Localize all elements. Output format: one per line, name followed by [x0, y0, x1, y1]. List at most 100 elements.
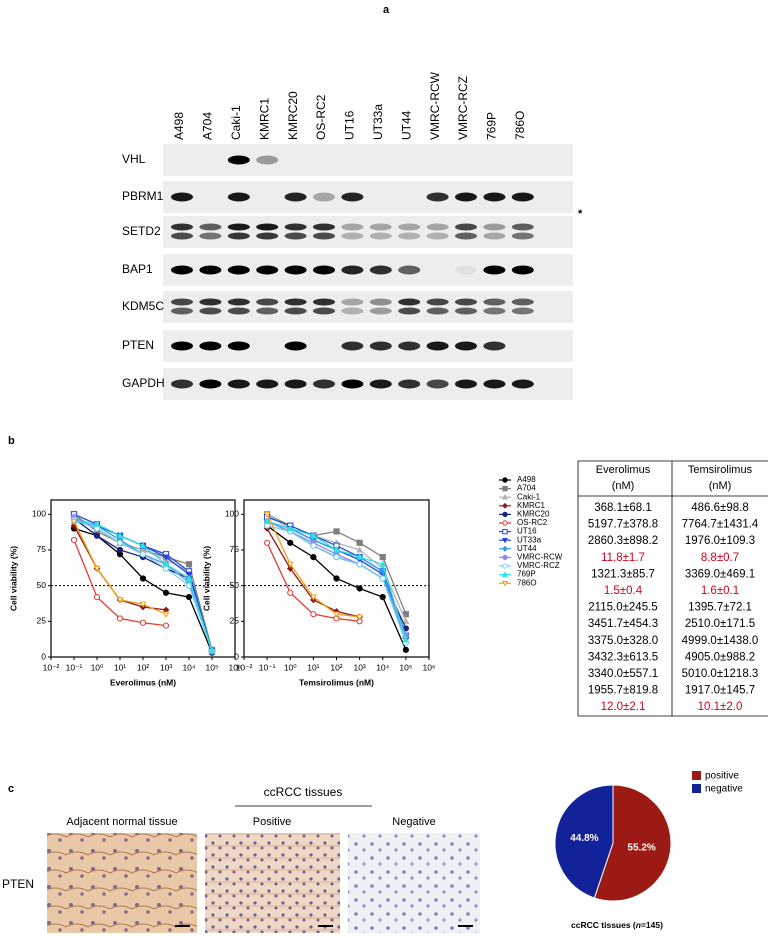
protein-label: VHL: [122, 152, 146, 166]
legend-label: 786O: [517, 578, 537, 587]
marker: [310, 611, 317, 618]
x-tick-label: 10⁴: [376, 662, 389, 672]
blot-band: [313, 223, 335, 231]
marker: [208, 647, 216, 654]
table-cell: 2115.0±245.5: [588, 602, 657, 614]
blot-band: [341, 232, 364, 240]
table-cell: 3432.3±613.5: [588, 651, 658, 663]
marker: [309, 594, 317, 601]
lane-label: 786O: [513, 111, 527, 140]
marker: [185, 571, 193, 578]
marker: [356, 539, 363, 546]
blot-band: [284, 223, 307, 231]
column-label: Negative: [392, 816, 435, 828]
marker: [185, 561, 193, 568]
marker: [333, 528, 340, 535]
marker: [116, 615, 124, 622]
marker: [185, 593, 193, 601]
blot-band: [256, 223, 279, 231]
marker: [333, 575, 340, 582]
blot-band: [284, 379, 307, 389]
blot-band: [483, 232, 506, 240]
blot-band: [341, 307, 364, 315]
legend-label: KMRC1: [517, 501, 546, 510]
marker: [333, 553, 340, 561]
marker: [356, 546, 364, 553]
blot-band: [369, 232, 392, 240]
blot-band: [398, 298, 421, 306]
x-tick-label: 10⁰: [284, 662, 297, 672]
protein-label: SETD2: [122, 224, 161, 238]
x-tick-label: 10⁻²: [43, 662, 60, 672]
blot-band: [171, 192, 193, 202]
y-tick-label: 25: [37, 616, 47, 626]
marker: [379, 593, 386, 601]
blot-band: [284, 341, 307, 351]
marker: [93, 565, 101, 573]
blot-band: [227, 307, 250, 315]
blot-band: [284, 298, 307, 306]
blot-band: [227, 223, 250, 231]
y-tick-label: 75: [230, 544, 240, 554]
blot-band: [341, 192, 364, 202]
legend-label: negative: [705, 784, 743, 795]
protein-label: GAPDH: [122, 376, 165, 390]
line-chart: 0 25 50 75 100 10⁻² 10⁻¹ 10⁰ 10¹ 10² 10³ 10⁴ 10⁵ 10⁶ E…: [8, 499, 241, 687]
blot-band: [369, 307, 392, 315]
blot-band: [455, 307, 477, 315]
pie-slice: [593, 784, 672, 902]
blot-band: [171, 307, 193, 315]
marker: [379, 553, 386, 561]
table-header: Temsirolimus: [688, 464, 753, 476]
blot-band: [284, 265, 307, 275]
panel-label: b: [8, 435, 15, 447]
table-cell: 1.6±0.1: [701, 585, 739, 597]
ic50-table: Everolimus (nM) Temsirolimus (nM) 368.1±…: [577, 460, 768, 717]
lane-label: KMRC20: [286, 91, 300, 140]
lane-label: OS-RC2: [314, 94, 328, 140]
blot-band: [369, 379, 392, 389]
marker: [162, 622, 170, 629]
marker: [502, 520, 508, 526]
legend-label: UT44: [517, 544, 537, 553]
y-tick-label: 75: [37, 544, 47, 554]
marker: [356, 561, 363, 568]
marker: [286, 524, 294, 532]
table-cell: 3369.0±469.1: [685, 568, 755, 580]
marker: [402, 636, 410, 643]
x-tick-label: 10⁵: [206, 662, 219, 672]
blot-band: [483, 341, 506, 351]
table-cell: 8.8±0.7: [701, 552, 739, 564]
table-cell: 12.0±2.1: [601, 701, 646, 713]
lane-label: VMRC-RCZ: [456, 76, 470, 140]
blot-band: [313, 379, 335, 389]
blot-band: [256, 265, 279, 275]
blot-band: [171, 379, 193, 389]
lane-label: VMRC-RCW: [428, 71, 442, 140]
blot-band: [426, 298, 449, 306]
blot-band: [341, 298, 364, 306]
marker: [264, 539, 271, 546]
marker: [356, 553, 364, 560]
blot-band: [313, 192, 335, 202]
marker: [501, 580, 509, 587]
legend-label: VMRC-RCZ: [517, 561, 560, 570]
blot-band: [227, 192, 250, 202]
marker: [502, 528, 508, 535]
marker: [70, 536, 78, 544]
x-tick-label: 10²: [137, 662, 149, 672]
blot-band: [455, 265, 477, 275]
x-tick-label: 10⁰: [91, 662, 104, 672]
marker: [379, 575, 386, 582]
marker: [309, 532, 317, 539]
marker: [139, 601, 147, 608]
blot-strip: [163, 181, 573, 213]
blot-band: [199, 232, 222, 240]
blot-band: [256, 155, 279, 165]
dose-response-charts: 0 25 50 75 100 10⁻² 10⁻¹ 10⁰ 10¹ 10² 10³ 10⁴ 10⁵ 10⁶ E…: [8, 499, 435, 687]
blot-band: [227, 232, 250, 240]
y-axis-title: Cell viability (%): [8, 546, 18, 611]
legend: A498A704Caki-1KMRC1KMRC20OS-RC2UT16UT33a…: [499, 475, 563, 587]
legend-label: Caki-1: [517, 492, 541, 501]
marker: [356, 585, 363, 592]
